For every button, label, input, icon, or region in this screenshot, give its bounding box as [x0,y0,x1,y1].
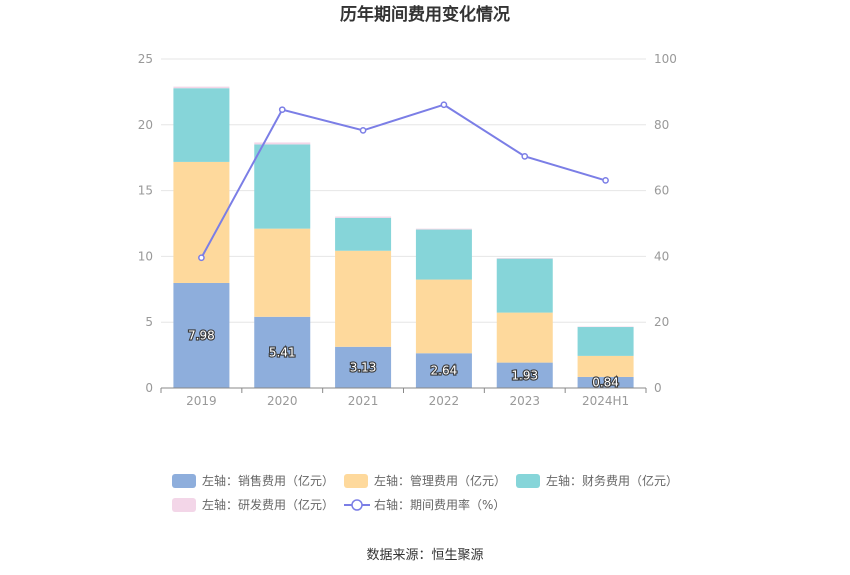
left-axis-tick-label: 10 [138,249,153,263]
bar-segment [496,257,553,259]
legend-swatch [516,474,540,488]
line-layer [198,101,609,262]
legend-label: 左轴：管理费用（亿元） [374,473,506,488]
bar-segment [173,86,230,89]
right-axis-tick-label: 80 [654,118,669,132]
bar-segment [335,216,392,218]
x-axis-tick-label: 2021 [348,394,379,408]
x-axis-tick-label: 2022 [429,394,460,408]
bar-segment [254,228,311,317]
legend-label: 右轴：期间费用率（%） [374,497,505,512]
right-axis-tick-label: 40 [654,249,669,263]
right-axis-tick-label: 20 [654,315,669,329]
x-axis-tick-label: 2024H1 [582,394,629,408]
bar-data-label: 2.64 [431,364,458,378]
bar-segment [254,316,311,388]
legend-label: 左轴：研发费用（亿元） [202,497,334,512]
bar-segment [335,346,392,388]
left-axis-tick-label: 15 [138,184,153,198]
bar-segment [496,258,553,313]
source-note: 数据来源：恒生聚源 [366,548,483,563]
legend-swatch-marker [351,499,363,511]
bar-segment [496,362,553,388]
bar-segment [254,142,311,145]
bar-segment [415,229,472,280]
bar-segment [577,376,634,388]
bar-segment [415,353,472,388]
right-axis-tick-label: 100 [654,52,677,66]
grid [161,58,646,323]
bar-layer [173,86,634,388]
left-axis-tick-label: 0 [145,381,153,395]
bar-segment [577,355,634,377]
bar-data-label: 7.98 [188,328,215,342]
series-point [521,153,529,160]
legend-label: 左轴：财务费用（亿元） [546,473,678,488]
bar-segment [496,312,553,363]
axes: 0 5 10 15 20 25 0 20 40 60 80 100 2019 2020 2021 2022 20… [138,52,677,408]
bar-segment [415,228,472,230]
left-axis-tick-label: 5 [145,315,153,329]
series-point [278,106,286,114]
bar-segment [173,282,230,388]
x-axis-tick-label: 2023 [509,394,540,408]
legend-swatch [344,474,368,488]
series-point [359,127,367,134]
legend-swatch [172,498,196,512]
bar-segment [415,279,472,354]
legend-label: 左轴：销售费用（亿元） [202,473,334,488]
bar-segment [577,326,634,356]
bar-data-label: 0.84 [592,375,619,389]
x-axis-tick-label: 2019 [186,394,217,408]
x-axis-tick-label: 2020 [267,394,298,408]
bar-segment [254,144,311,229]
chart-title: 历年期间费用变化情况 [340,4,510,25]
bar-data-label: 1.93 [511,368,538,382]
data-label-layer: 7.98 5.41 3.13 2.64 1.93 0.84 [187,327,620,390]
left-axis-tick-label: 20 [138,118,153,132]
series-point [440,101,448,109]
series-line [200,103,606,259]
right-axis-tick-label: 0 [654,381,662,395]
right-axis-tick-label: 60 [654,184,669,198]
legend: 左轴：销售费用（亿元） 左轴：管理费用（亿元） 左轴：财务费用（亿元） 左轴：研发费用… [172,473,678,512]
bar-segment [577,326,634,328]
legend-swatch [172,474,196,488]
bar-data-label: 3.13 [350,360,377,374]
bar-data-label: 5.41 [269,345,296,359]
series-point [602,177,609,184]
series-point [198,254,205,262]
bar-segment [173,88,230,162]
left-axis-tick-label: 25 [138,52,153,66]
bar-segment [335,217,392,251]
bar-segment [335,250,392,347]
